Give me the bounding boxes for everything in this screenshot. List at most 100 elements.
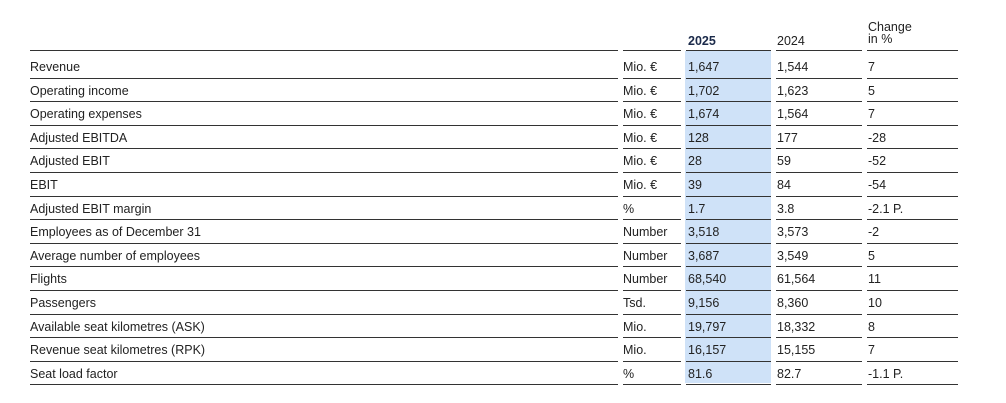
column-header: 2024	[777, 34, 805, 48]
unit: Mio. €	[623, 130, 658, 145]
row-rule	[776, 337, 862, 338]
change: -2.1 P.	[868, 201, 904, 216]
row-rule	[867, 172, 958, 173]
row-rule	[623, 337, 681, 338]
value-previous: 18,332	[777, 319, 816, 334]
change: 8	[868, 319, 875, 334]
row-rule	[30, 78, 618, 79]
row-label: Employees as of December 31	[30, 225, 201, 240]
row-rule	[623, 78, 681, 79]
value-current: 19,797	[688, 319, 727, 334]
row-rule	[686, 314, 771, 315]
row-rule	[623, 243, 681, 244]
row-rule	[867, 148, 958, 149]
value-previous: 1,564	[777, 107, 809, 122]
highlight-column	[685, 51, 771, 383]
row-rule	[623, 290, 681, 291]
row-rule	[30, 290, 618, 291]
row-rule	[686, 172, 771, 173]
column-header: Change	[868, 20, 912, 34]
row-rule	[30, 125, 618, 126]
value-previous: 1,544	[777, 60, 809, 74]
row-rule	[623, 361, 681, 362]
row-label: Passengers	[30, 296, 97, 310]
unit: Mio.	[623, 319, 647, 334]
row-rule	[867, 314, 958, 315]
value-previous: 59	[777, 154, 791, 169]
value-previous: 3,573	[777, 225, 809, 240]
row-label: Adjusted EBIT margin	[30, 201, 152, 216]
row-rule	[776, 78, 862, 79]
row-rule	[776, 314, 862, 315]
row-rule	[776, 384, 862, 385]
row-rule	[30, 196, 618, 197]
unit: Mio. €	[623, 60, 658, 74]
change: -54	[868, 178, 887, 192]
header-rule	[867, 50, 958, 51]
column-header: in %	[868, 32, 893, 46]
row-rule	[686, 101, 771, 102]
row-rule	[867, 361, 958, 362]
row-label: Average number of employees	[30, 248, 201, 263]
value-current: 1,702	[688, 83, 720, 98]
row-rule	[30, 361, 618, 362]
value-previous: 61,564	[777, 272, 816, 287]
row-rule	[623, 384, 681, 385]
row-rule	[686, 219, 771, 220]
row-label: Operating expenses	[30, 107, 142, 122]
row-rule	[623, 219, 681, 220]
change: -1.1 P.	[868, 366, 904, 381]
row-rule	[623, 196, 681, 197]
change: 11	[868, 272, 881, 287]
row-label: Revenue	[30, 60, 81, 74]
row-label: Revenue seat kilometres (RPK)	[30, 343, 206, 358]
change: 7	[868, 107, 875, 122]
row-rule	[623, 314, 681, 315]
row-rule	[686, 337, 771, 338]
row-rule	[30, 266, 618, 267]
row-rule	[623, 172, 681, 173]
row-rule	[776, 266, 862, 267]
row-rule	[623, 101, 681, 102]
row-rule	[30, 243, 618, 244]
row-rule	[867, 101, 958, 102]
unit: Number	[623, 225, 668, 240]
row-rule	[867, 290, 958, 291]
row-rule	[867, 266, 958, 267]
row-rule	[867, 125, 958, 126]
change: -2	[868, 225, 880, 240]
change: 5	[868, 248, 875, 263]
row-label: EBIT	[30, 178, 58, 192]
row-rule	[776, 148, 862, 149]
value-current: 3,518	[688, 225, 720, 240]
value-current: 1,647	[688, 60, 720, 74]
row-rule	[623, 266, 681, 267]
row-label: Available seat kilometres (ASK)	[30, 319, 205, 334]
row-rule	[30, 148, 618, 149]
change: 5	[868, 83, 875, 98]
row-rule	[867, 196, 958, 197]
row-rule	[867, 78, 958, 79]
unit: Mio. €	[623, 83, 658, 98]
row-rule	[867, 243, 958, 244]
row-rule	[867, 219, 958, 220]
row-rule	[686, 266, 771, 267]
value-current: 128	[688, 130, 709, 145]
row-rule	[30, 384, 618, 385]
unit: %	[623, 201, 635, 216]
row-rule	[776, 125, 862, 126]
unit: Mio. €	[623, 178, 658, 192]
header-rule	[776, 50, 862, 51]
value-current: 16,157	[688, 343, 727, 358]
change: 7	[868, 60, 875, 74]
row-rule	[686, 290, 771, 291]
row-rule	[776, 243, 862, 244]
row-rule	[776, 219, 862, 220]
value-current: 1,674	[688, 107, 720, 122]
row-rule	[30, 172, 618, 173]
value-current: 9,156	[688, 296, 720, 310]
unit: Mio. €	[623, 107, 658, 122]
change: 7	[868, 343, 875, 358]
unit: Mio.	[623, 343, 647, 358]
